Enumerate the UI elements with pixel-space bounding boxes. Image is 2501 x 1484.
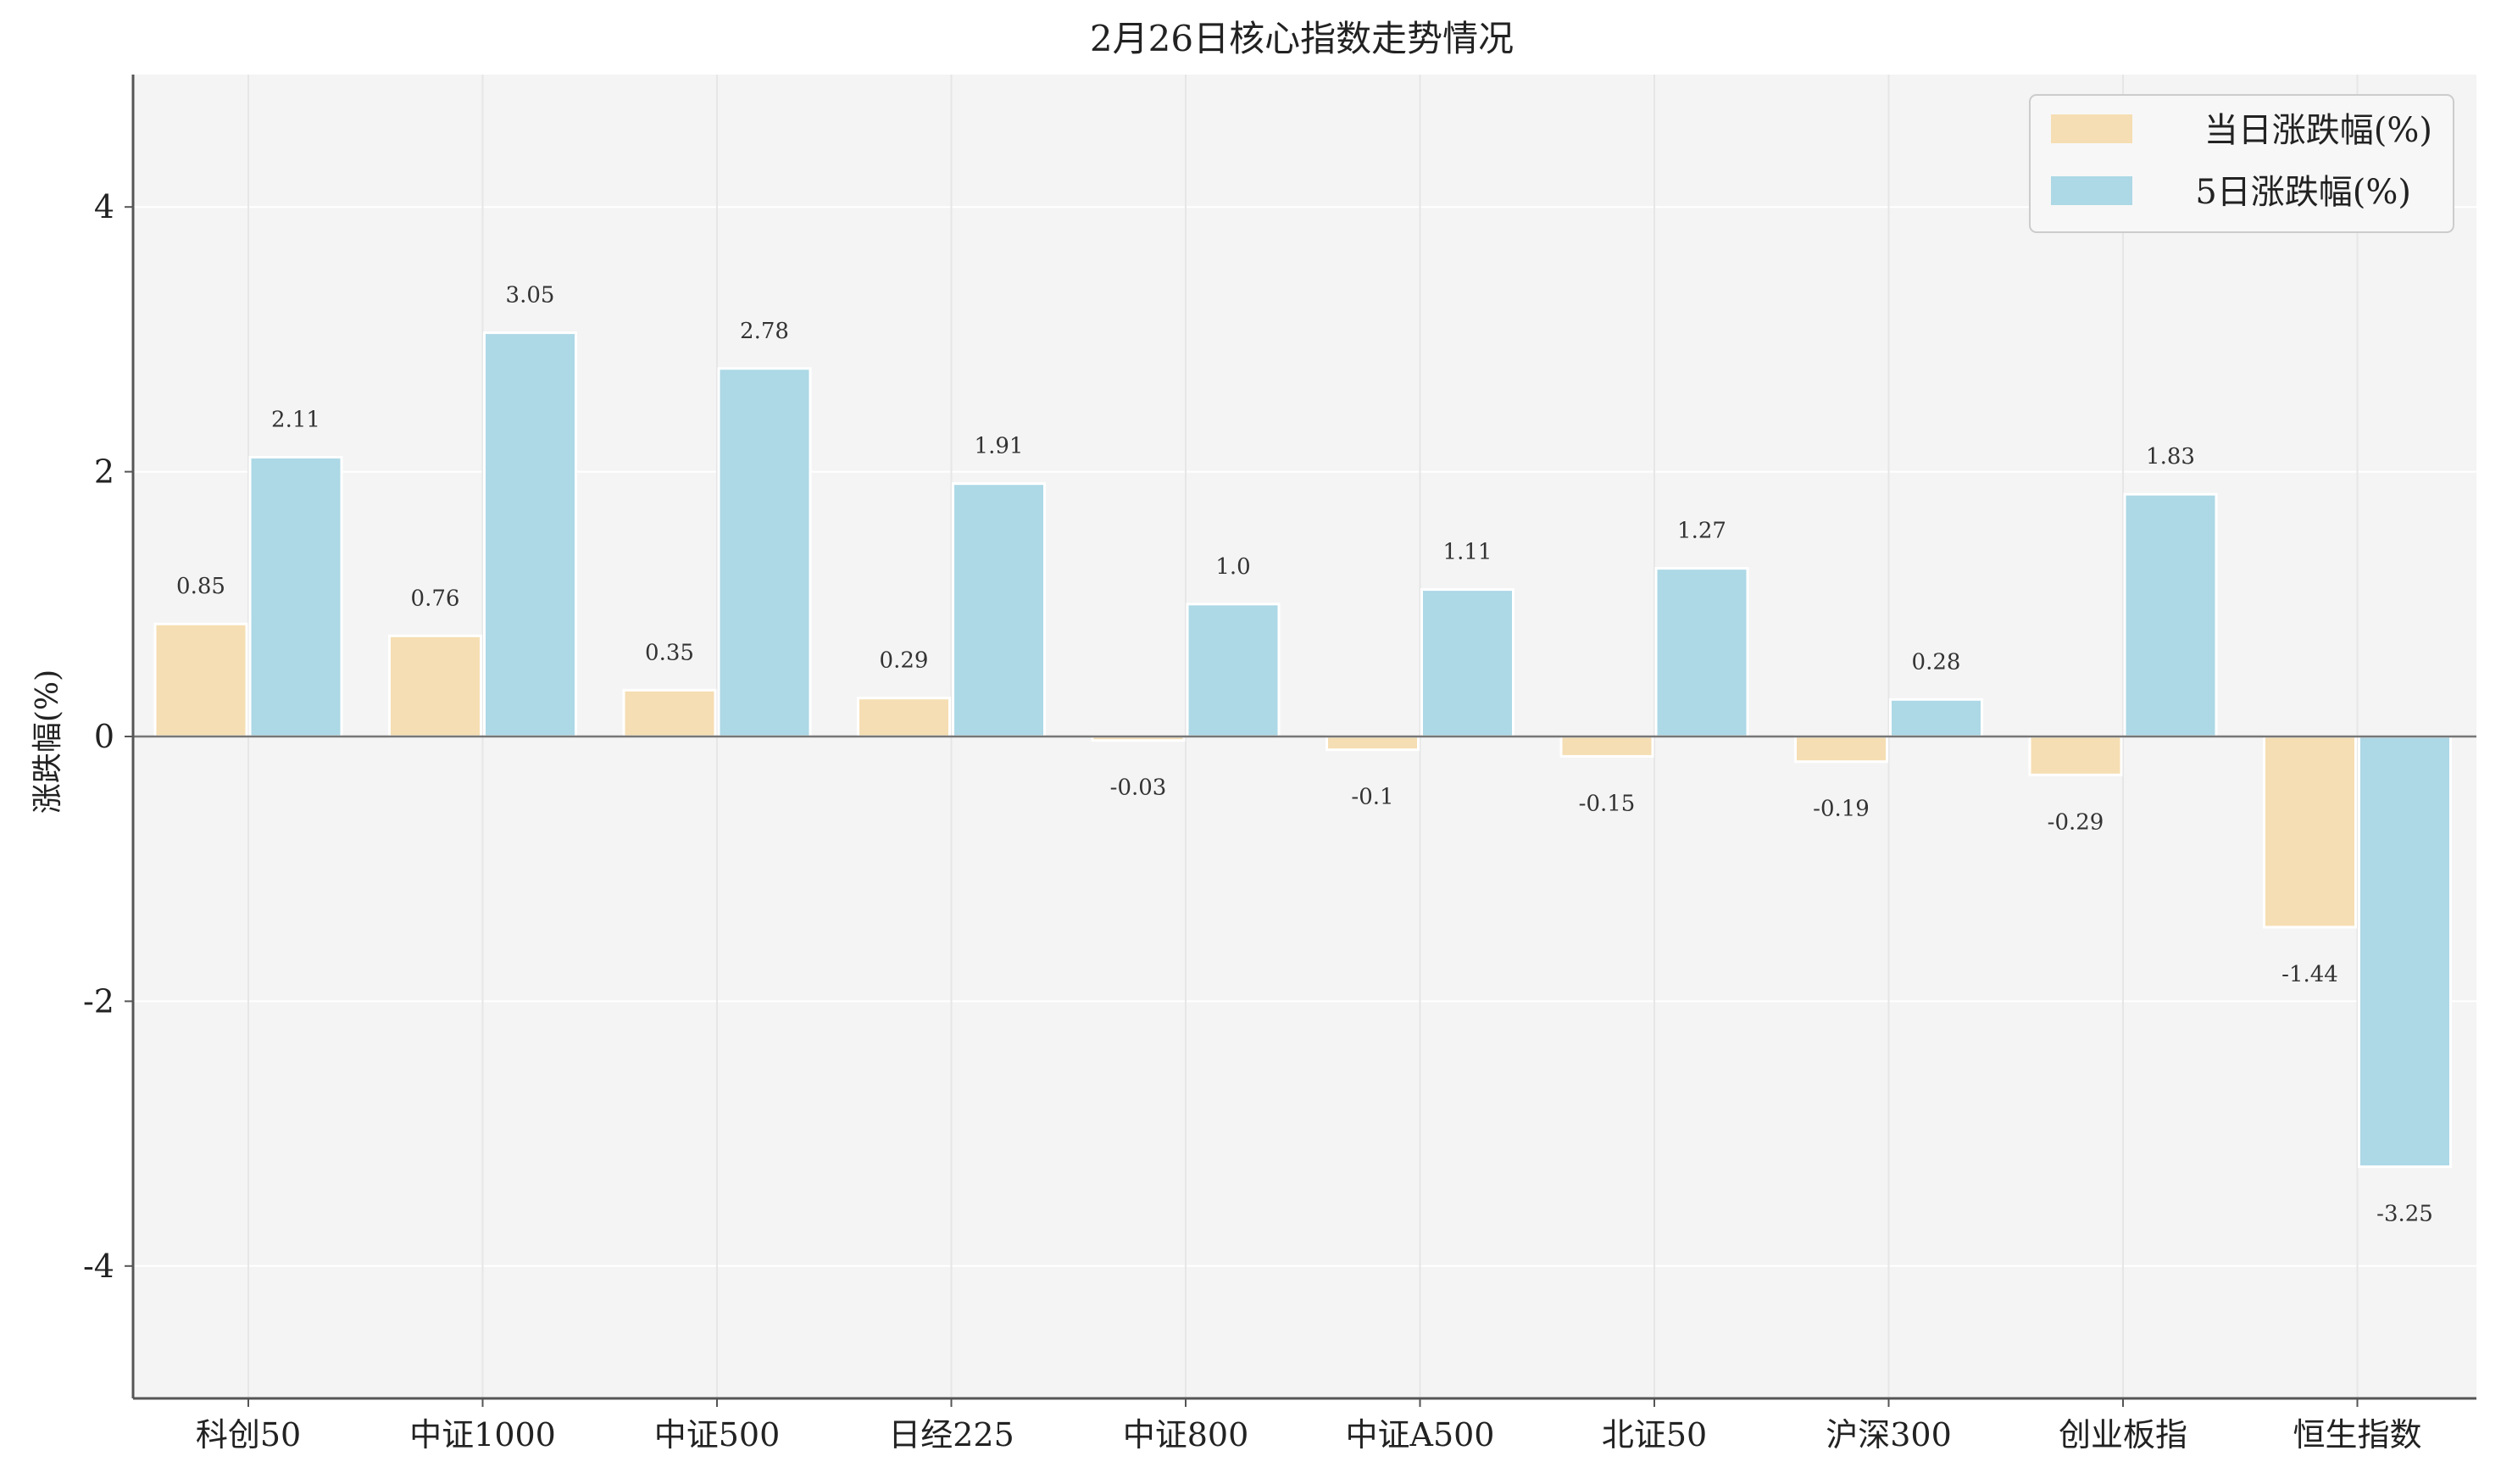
value-label: 0.85 — [176, 574, 225, 599]
value-label: 1.27 — [1677, 519, 1726, 544]
x-tick-label: 科创50 — [196, 1416, 301, 1453]
bar-daily — [153, 622, 248, 738]
bar-5day — [248, 455, 343, 738]
value-label: 0.76 — [411, 586, 460, 611]
y-tick-label: 4 — [94, 188, 114, 225]
legend-frame — [2029, 94, 2454, 233]
value-label: 1.83 — [2146, 444, 2195, 470]
y-axis-label: 涨跌幅(%) — [31, 670, 65, 814]
value-label: 2.78 — [740, 319, 789, 344]
value-label: 1.91 — [975, 434, 1024, 459]
bar-5day — [1420, 588, 1514, 738]
value-label: -0.19 — [1813, 797, 1870, 822]
value-label: -0.1 — [1351, 785, 1393, 810]
legend-swatch-daily — [2051, 114, 2132, 143]
bar-daily — [1559, 735, 1654, 758]
x-tick-label: 创业板指 — [2059, 1416, 2187, 1453]
y-tick-label: 2 — [94, 453, 114, 491]
y-tick-label: 0 — [94, 718, 114, 755]
x-tick-label: 中证A500 — [1346, 1416, 1495, 1453]
bar-daily — [1326, 735, 1420, 752]
value-label: -1.44 — [2281, 962, 2338, 987]
bar-5day — [1186, 603, 1281, 738]
bar-daily — [622, 688, 717, 738]
bar-daily — [2028, 735, 2123, 776]
x-tick-label: 沪深300 — [1826, 1416, 1952, 1453]
axes: -4 -2 0 2 4 科创50 中证1000 中证500 日经225 中证800 中证A500 北证… — [83, 75, 2476, 1453]
value-label: 0.29 — [880, 648, 929, 674]
y-tick-label: -2 — [83, 982, 114, 1020]
value-label: 1.0 — [1215, 554, 1250, 580]
bar-daily — [388, 634, 482, 738]
bar-5day — [952, 482, 1046, 738]
legend: 当日涨跌幅(%) 5日涨跌幅(%) — [2029, 94, 2454, 233]
legend-swatch-5day — [2051, 176, 2132, 205]
legend-label-daily: 当日涨跌幅(%) — [2204, 111, 2432, 150]
y-tick-label: -4 — [83, 1248, 114, 1285]
x-tick-label: 日经225 — [888, 1416, 1014, 1453]
x-tick-label: 中证800 — [1123, 1416, 1249, 1453]
x-tick-label: 中证500 — [654, 1416, 781, 1453]
bar-5day — [483, 331, 577, 738]
x-tick-label: 中证1000 — [409, 1416, 556, 1453]
bar-5day — [2123, 492, 2218, 738]
bar-5day — [717, 367, 812, 738]
chart-title: 2月26日核心指数走势情况 — [1090, 18, 1514, 59]
x-tick-label: 北证50 — [1602, 1416, 1707, 1453]
value-label: 0.35 — [645, 640, 694, 665]
value-labels: 0.85 2.11 0.76 3.05 0.35 2.78 0.29 1.91 -0.03 1.0… — [176, 283, 2433, 1227]
bar-5day — [1889, 698, 1983, 738]
bar-daily — [857, 697, 951, 738]
value-label: -0.03 — [1110, 775, 1167, 801]
bars — [153, 331, 2452, 1169]
bar-5day — [2358, 735, 2452, 1169]
legend-label-5day: 5日涨跌幅(%) — [2195, 173, 2411, 212]
value-label: 0.28 — [1912, 649, 1961, 675]
value-label: 1.11 — [1443, 540, 1492, 565]
value-label: 3.05 — [506, 283, 555, 308]
value-label: -0.15 — [1579, 791, 1636, 816]
x-tick-label: 恒生指数 — [2293, 1416, 2421, 1453]
value-label: -3.25 — [2376, 1202, 2433, 1227]
bar-daily — [1794, 735, 1888, 764]
bar-5day — [1654, 567, 1749, 738]
value-label: 2.11 — [271, 407, 320, 432]
value-label: -0.29 — [2048, 809, 2104, 835]
bar-daily — [2263, 735, 2357, 929]
